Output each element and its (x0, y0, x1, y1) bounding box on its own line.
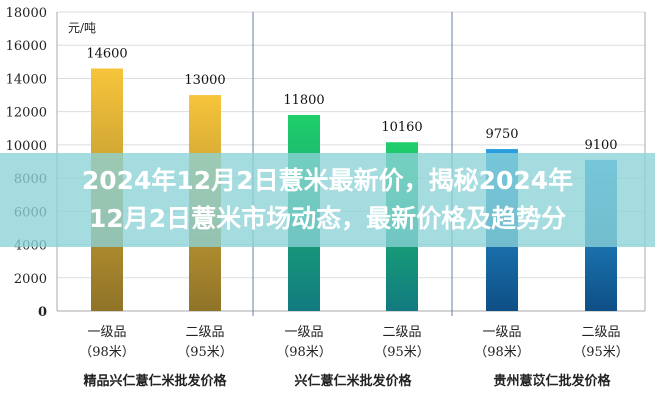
x-tick-label: （95米） (177, 345, 233, 360)
y-tick-label: 16000 (6, 39, 47, 54)
x-tick-label: （95米） (573, 345, 629, 360)
y-tick-label: 18000 (6, 6, 47, 21)
x-tick-label: 二级品 (581, 325, 620, 340)
data-label: 10160 (381, 120, 422, 135)
banner-line-2: 12月2日薏米市场动态，最新价格及趋势分 (88, 204, 567, 233)
data-label: 9750 (485, 127, 518, 142)
data-label: 9100 (584, 138, 617, 153)
group-label: 贵州薏苡仁批发价格 (493, 373, 611, 389)
y-tick-label: 0 (38, 305, 47, 320)
y-tick-label: 2000 (14, 272, 47, 287)
banner-line-1: 2024年12月2日薏米最新价，揭秘2024年 (81, 166, 574, 195)
x-tick-label: 一级品 (284, 325, 323, 340)
group-label: 兴仁薏仁米批发价格 (294, 373, 412, 389)
y-tick-label: 12000 (6, 106, 47, 121)
x-tick-label: 一级品 (87, 325, 126, 340)
unit-label: 元/吨 (68, 21, 96, 35)
x-tick-label: 二级品 (382, 325, 421, 340)
group-label: 精品兴仁薏仁米批发价格 (83, 373, 227, 389)
x-tick-label: （98米） (79, 345, 135, 360)
y-tick-label: 14000 (6, 72, 47, 87)
x-tick-label: 一级品 (482, 325, 521, 340)
x-tick-label: （95米） (374, 345, 430, 360)
x-tick-label: 二级品 (185, 325, 224, 340)
x-tick-label: （98米） (276, 345, 332, 360)
x-tick-label: （98米） (474, 345, 530, 360)
data-label: 13000 (184, 73, 225, 88)
data-label: 11800 (283, 93, 324, 108)
title-banner: 2024年12月2日薏米最新价，揭秘2024年 12月2日薏米市场动态，最新价格… (0, 153, 655, 247)
y-tick-label: 10000 (6, 139, 47, 154)
data-label: 14600 (86, 46, 127, 61)
